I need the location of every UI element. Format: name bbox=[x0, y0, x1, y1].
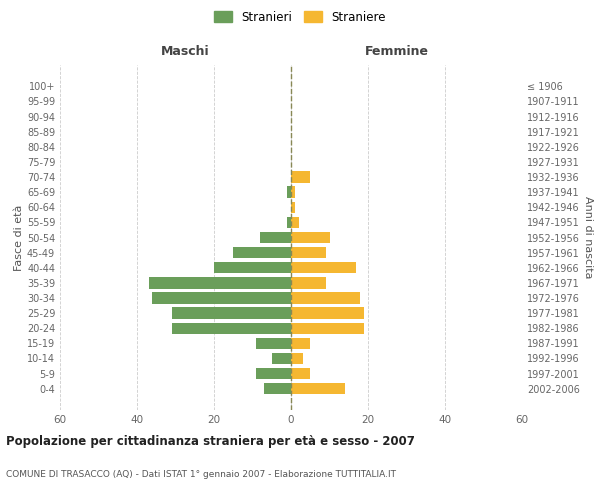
Legend: Stranieri, Straniere: Stranieri, Straniere bbox=[209, 6, 391, 28]
Y-axis label: Anni di nascita: Anni di nascita bbox=[583, 196, 593, 279]
Text: COMUNE DI TRASACCO (AQ) - Dati ISTAT 1° gennaio 2007 - Elaborazione TUTTITALIA.I: COMUNE DI TRASACCO (AQ) - Dati ISTAT 1° … bbox=[6, 470, 396, 479]
Bar bbox=[291, 338, 310, 349]
Bar bbox=[287, 186, 291, 198]
Bar bbox=[291, 322, 364, 334]
Bar bbox=[264, 383, 291, 394]
Y-axis label: Fasce di età: Fasce di età bbox=[14, 204, 24, 270]
Bar bbox=[291, 383, 345, 394]
Bar bbox=[291, 202, 295, 213]
Bar bbox=[149, 277, 291, 288]
Bar bbox=[291, 172, 310, 182]
Bar bbox=[260, 232, 291, 243]
Bar bbox=[291, 247, 326, 258]
Bar bbox=[291, 308, 364, 318]
Text: Maschi: Maschi bbox=[160, 45, 209, 58]
Bar bbox=[172, 308, 291, 318]
Text: Femmine: Femmine bbox=[365, 45, 429, 58]
Bar bbox=[287, 216, 291, 228]
Bar bbox=[291, 186, 295, 198]
Bar bbox=[291, 277, 326, 288]
Bar bbox=[291, 368, 310, 379]
Bar bbox=[152, 292, 291, 304]
Bar bbox=[272, 353, 291, 364]
Bar bbox=[291, 262, 356, 274]
Bar bbox=[214, 262, 291, 274]
Bar bbox=[233, 247, 291, 258]
Bar bbox=[291, 292, 360, 304]
Bar bbox=[256, 368, 291, 379]
Bar bbox=[172, 322, 291, 334]
Text: Popolazione per cittadinanza straniera per età e sesso - 2007: Popolazione per cittadinanza straniera p… bbox=[6, 435, 415, 448]
Bar bbox=[291, 216, 299, 228]
Bar bbox=[291, 232, 329, 243]
Bar bbox=[291, 353, 302, 364]
Bar bbox=[256, 338, 291, 349]
